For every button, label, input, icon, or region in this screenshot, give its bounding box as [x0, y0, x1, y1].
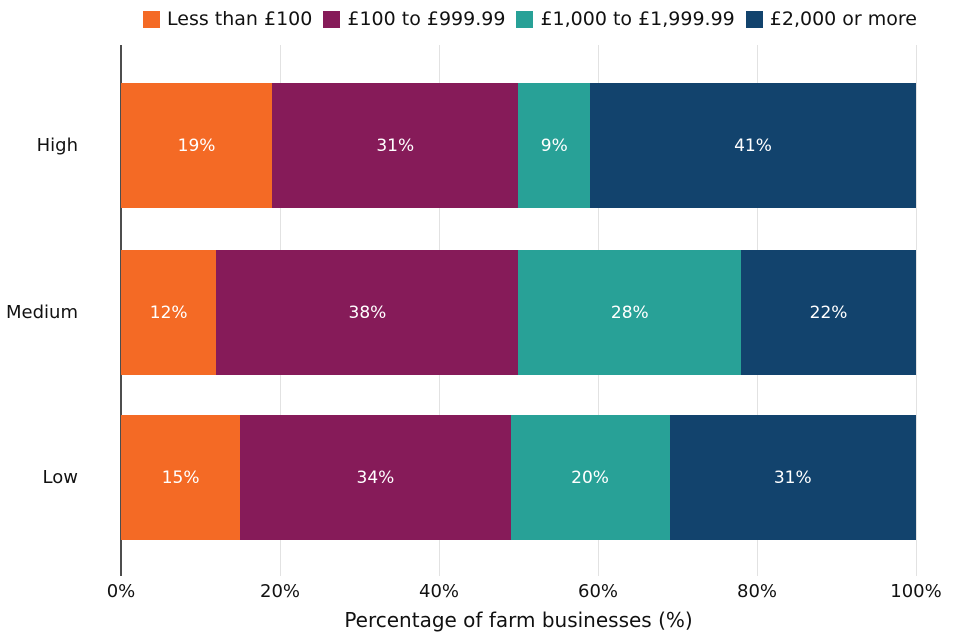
- bar-segment: 20%: [510, 415, 670, 540]
- x-tick-label: 100%: [890, 581, 942, 602]
- bar-segment: 12%: [121, 250, 217, 375]
- legend-label: £1,000 to £1,999.99: [540, 8, 735, 30]
- legend-item-2-000-or-more: £2,000 or more: [745, 8, 917, 30]
- bar-segment-label: 31%: [376, 135, 415, 156]
- bar-segment-label: 19%: [177, 135, 216, 156]
- bar-segment: 31%: [272, 83, 519, 208]
- x-tick-label: 80%: [736, 581, 778, 602]
- x-tick-label: 60%: [577, 581, 619, 602]
- legend-item-less-than-100: Less than £100: [143, 8, 312, 30]
- bar-segment: 34%: [240, 415, 511, 540]
- plot-area: 19% 31% 9% 41% 12% 38% 28% 22% 15% 34% 20% 31%: [120, 45, 917, 576]
- bar-segment: 22%: [741, 250, 916, 375]
- bar-segment-label: 15%: [161, 467, 200, 488]
- bar-segment-label: 12%: [149, 302, 188, 323]
- legend-label: £2,000 or more: [769, 8, 917, 30]
- legend-label: Less than £100: [167, 8, 313, 30]
- x-tick-label: 0%: [106, 581, 136, 602]
- bar-segment: 38%: [216, 250, 519, 375]
- bar-segment-label: 34%: [356, 467, 395, 488]
- category-label-high: High: [36, 134, 78, 156]
- x-axis-title: Percentage of farm businesses (%): [344, 608, 693, 632]
- bar-segment-label: 28%: [610, 302, 649, 323]
- legend-swatch: [143, 10, 160, 28]
- bar-segment-label: 31%: [773, 467, 812, 488]
- bar-segment: 9%: [518, 83, 591, 208]
- bar-segment-label: 22%: [809, 302, 848, 323]
- gridline: [915, 45, 917, 576]
- legend-swatch: [323, 10, 341, 28]
- bar-segment-label: 41%: [734, 135, 772, 156]
- bar-segment-label: 20%: [571, 467, 609, 488]
- bar-segment: 41%: [590, 83, 916, 208]
- legend-swatch: [516, 10, 534, 28]
- legend: Less than £100 £100 to £999.99 £1,000 to £…: [110, 8, 950, 30]
- bar-segment-label: 9%: [540, 135, 568, 156]
- legend-label: £100 to £999.99: [347, 8, 506, 30]
- bar-high: 19% 31% 9% 41%: [121, 83, 916, 208]
- legend-swatch: [745, 10, 763, 28]
- bar-segment: 19%: [121, 83, 273, 208]
- x-tick-label: 20%: [259, 581, 301, 602]
- bar-segment: 15%: [121, 415, 241, 540]
- bar-medium: 12% 38% 28% 22%: [121, 250, 916, 375]
- category-label-medium: Medium: [6, 301, 78, 323]
- x-tick-label: 40%: [418, 581, 460, 602]
- legend-item-100-to-999-99: £100 to £999.99: [323, 8, 505, 30]
- category-label-low: Low: [42, 466, 78, 488]
- bar-low: 15% 34% 20% 31%: [121, 415, 916, 540]
- bar-segment-label: 38%: [348, 302, 387, 323]
- bar-segment: 28%: [518, 250, 742, 375]
- legend-item-1-000-to-1-999-99: £1,000 to £1,999.99: [516, 8, 735, 30]
- bar-segment: 31%: [669, 415, 916, 540]
